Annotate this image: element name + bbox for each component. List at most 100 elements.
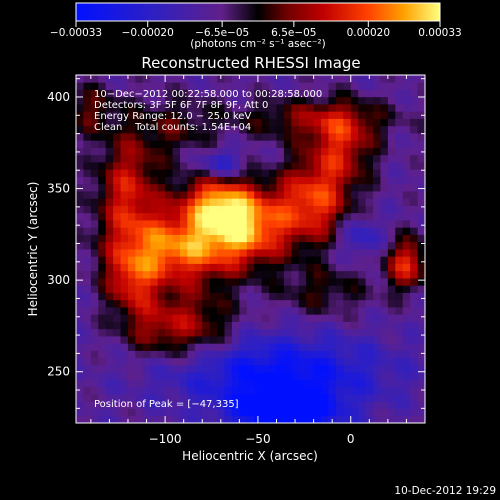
heatmap-cell [395, 220, 404, 228]
heatmap-cell [313, 234, 322, 243]
heatmap-cell [410, 162, 418, 170]
heatmap-cell [335, 169, 344, 177]
heatmap-cell [194, 321, 203, 330]
heatmap-cell [209, 249, 218, 257]
heatmap-cell [402, 314, 411, 322]
heatmap-cell [246, 321, 255, 330]
heatmap-cell [335, 256, 344, 264]
heatmap-cell [239, 249, 248, 257]
heatmap-cell [373, 394, 381, 402]
heatmap-cell [402, 125, 411, 134]
heatmap-cell [157, 191, 166, 199]
heatmap-cell [187, 191, 196, 199]
heatmap-cell [306, 386, 315, 395]
heatmap-cell [157, 154, 166, 163]
heatmap-cell [298, 89, 307, 98]
heatmap-cell [254, 394, 263, 402]
heatmap-cell [380, 328, 389, 337]
heatmap-cell [157, 169, 166, 177]
heatmap-cell [165, 314, 173, 322]
heatmap-cell [387, 379, 396, 388]
heatmap-cell [380, 357, 389, 366]
heatmap-cell [335, 386, 344, 395]
heatmap-cell [172, 386, 181, 395]
heatmap-cell [231, 198, 240, 206]
heatmap-cell [335, 140, 344, 148]
heatmap-cell [150, 307, 159, 315]
heatmap-cell [313, 162, 322, 170]
heatmap-cell [113, 386, 121, 395]
heatmap-cell [291, 256, 300, 264]
heatmap-cell [350, 314, 359, 322]
heatmap-cell [313, 386, 322, 395]
heatmap-cell [83, 328, 92, 337]
heatmap-cell [395, 198, 404, 206]
heatmap-cell [246, 241, 255, 250]
heatmap-cell [298, 198, 307, 206]
heatmap-cell [83, 104, 92, 112]
heatmap-cell [231, 401, 240, 409]
heatmap-cell [343, 357, 352, 366]
heatmap-cell [231, 118, 240, 127]
heatmap-cell [365, 212, 374, 221]
heatmap-cell [313, 314, 322, 322]
heatmap-cell [135, 292, 144, 301]
heatmap-cell [90, 292, 99, 301]
heatmap-cell [417, 408, 426, 417]
heatmap-cell [113, 314, 121, 322]
heatmap-cell [172, 263, 181, 272]
heatmap-cell [231, 408, 240, 417]
heatmap-cell [276, 162, 285, 170]
heatmap-cell [202, 401, 211, 409]
heatmap-cell [269, 82, 277, 90]
heatmap-cell [120, 89, 129, 98]
heatmap-cell [120, 350, 129, 359]
heatmap-cell [410, 336, 418, 344]
heatmap-cell [90, 263, 99, 272]
heatmap-cell [224, 191, 233, 199]
heatmap-cell [298, 321, 307, 330]
heatmap-cell [90, 154, 99, 163]
heatmap-cell [365, 162, 374, 170]
heatmap-cell [150, 154, 159, 163]
heatmap-cell [328, 125, 337, 134]
heatmap-cell [350, 386, 359, 395]
heatmap-cell [217, 140, 225, 148]
heatmap-cell [373, 321, 381, 330]
heatmap-cell [217, 154, 225, 163]
heatmap-cell [98, 278, 107, 286]
heatmap-cell [127, 183, 136, 192]
heatmap-cell [157, 336, 166, 344]
heatmap-cell [172, 227, 181, 235]
heatmap-cell [402, 408, 411, 417]
heatmap-cell [150, 343, 159, 351]
heatmap-cell [417, 191, 426, 199]
heatmap-cell [202, 328, 211, 337]
heatmap-cell [209, 357, 218, 366]
heatmap-cell [291, 140, 300, 148]
heatmap-cell [150, 336, 159, 344]
heatmap-cell [402, 386, 411, 395]
heatmap-cell [76, 365, 84, 373]
heatmap-cell [380, 415, 389, 424]
heatmap-cell [410, 307, 418, 315]
heatmap-cell [172, 285, 181, 293]
heatmap-cell [165, 169, 173, 177]
heatmap-cell [417, 415, 426, 424]
heatmap-cell [373, 415, 381, 424]
heatmap-cell [261, 299, 270, 308]
heatmap-cell [343, 82, 352, 90]
heatmap-cell [231, 357, 240, 366]
heatmap-cell [150, 408, 159, 417]
heatmap-cell [269, 328, 277, 337]
heatmap-cell [194, 147, 203, 156]
heatmap-cell [239, 89, 248, 98]
heatmap-cell [283, 82, 292, 90]
heatmap-cell [179, 372, 188, 380]
heatmap-cell [217, 111, 225, 119]
heatmap-cell [217, 401, 225, 409]
heatmap-cell [358, 234, 366, 243]
heatmap-cell [90, 357, 99, 366]
heatmap-cell [358, 365, 366, 373]
heatmap-cell [283, 307, 292, 315]
